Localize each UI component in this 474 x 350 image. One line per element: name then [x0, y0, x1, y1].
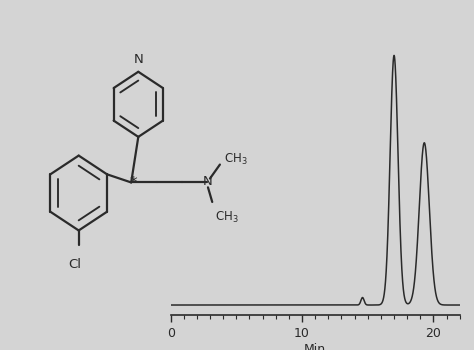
- Text: Cl: Cl: [68, 258, 81, 271]
- Text: CH$_3$: CH$_3$: [224, 152, 247, 167]
- Text: N: N: [133, 53, 143, 66]
- Text: *: *: [130, 176, 137, 191]
- Text: CH$_3$: CH$_3$: [215, 210, 239, 225]
- Text: N: N: [202, 175, 212, 188]
- X-axis label: Min: Min: [304, 343, 326, 350]
